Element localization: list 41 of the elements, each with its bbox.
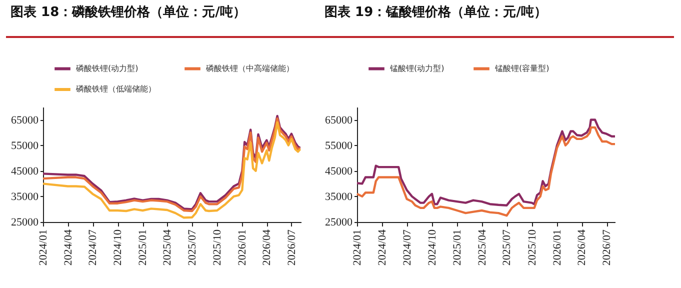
x-tick-label: 2025/01 [452, 230, 464, 266]
x-tick-label: 2024/04 [62, 229, 74, 266]
x-tick-label: 2024/04 [376, 229, 388, 266]
x-tick-label: 2025/10 [526, 229, 538, 266]
legend-label: 磷酸铁锂(动力型) [75, 64, 138, 73]
legend-label: 锰酸锂(动力型) [389, 64, 444, 73]
x-tick-label: 2026/01 [236, 230, 249, 266]
x-tick-label: 2024/01 [38, 230, 50, 266]
x-tick-label: 2024/07 [401, 229, 414, 266]
x-tick-label: 2026/01 [552, 230, 564, 266]
line-series [356, 118, 616, 206]
x-tick-label: 2024/10 [112, 229, 124, 266]
x-tick-label: 2025/07 [186, 229, 199, 266]
x-tick-label: 2024/01 [352, 230, 364, 266]
y-tick-label: 45000 [325, 165, 353, 178]
legend-label: 磷酸铁锂（低端储能） [75, 84, 156, 94]
y-tick-label: 25000 [11, 216, 39, 228]
y-tick-label: 45000 [11, 165, 39, 178]
chart-title: 图表 19：锰酸锂价格（单位：元/吨） [324, 4, 547, 20]
y-tick-label: 55000 [11, 140, 39, 152]
y-tick-label: 25000 [325, 216, 353, 228]
x-tick-label: 2026/07 [601, 229, 614, 266]
x-tick-label: 2026/04 [576, 229, 588, 266]
x-tick-label: 2025/01 [137, 230, 150, 266]
x-tick-label: 2025/07 [501, 229, 514, 266]
x-tick-label: 2024/10 [426, 229, 438, 266]
y-tick-label: 35000 [11, 190, 39, 203]
x-tick-label: 2025/10 [212, 229, 224, 266]
y-tick-label: 55000 [325, 140, 353, 152]
chart-title: 图表 18：磷酸铁锂价格（单位：元/吨） [10, 4, 246, 20]
x-tick-label: 2026/04 [261, 229, 274, 266]
x-tick-label: 2025/04 [476, 229, 488, 266]
x-tick-label: 2025/04 [162, 229, 174, 266]
y-tick-label: 35000 [325, 190, 353, 203]
y-tick-label: 65000 [11, 114, 39, 126]
legend-label: 磷酸铁锂（中高端储能） [205, 64, 294, 73]
line-series [356, 126, 616, 217]
x-tick-label: 2024/07 [87, 229, 100, 266]
y-tick-label: 65000 [325, 114, 353, 126]
x-tick-label: 2026/07 [286, 229, 298, 266]
legend-label: 锰酸锂(容量型) [494, 64, 550, 73]
